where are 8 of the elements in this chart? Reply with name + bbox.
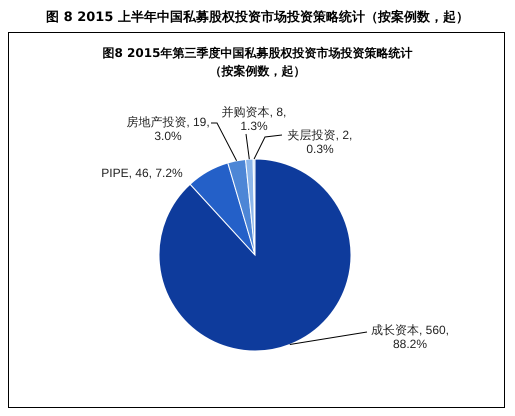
pie-slice — [190, 162, 256, 256]
chart-title: 图 8 2015 上半年中国私募股权投资市场投资策略统计（按案例数，起） — [45, 8, 470, 26]
slice-label: 夹层投资, 2, 0.3% — [288, 128, 352, 156]
slice-label: 房地产投资, 19, 3.0% — [126, 115, 210, 143]
chart-subtitle: 图8 2015年第三季度中国私募股权投资市场投资策略统计（按案例数，起） — [102, 45, 414, 80]
slice-label: PIPE, 46, 7.2% — [101, 166, 184, 180]
slice-label: 并购资本, 8, 1.3% — [222, 105, 286, 133]
slice-label: 成长资本, 560, 88.2% — [370, 323, 450, 351]
